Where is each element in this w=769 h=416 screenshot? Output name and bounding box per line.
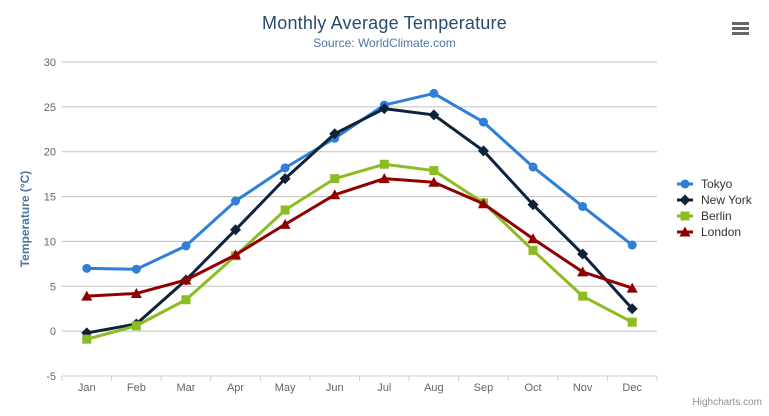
series-marker-berlin <box>627 317 637 327</box>
series-marker-tokyo <box>578 201 588 211</box>
legend-label: Tokyo <box>701 177 733 191</box>
series-marker-tokyo <box>82 263 92 273</box>
chart-subtitle: Source: WorldClimate.com <box>313 36 456 50</box>
series-marker-berlin <box>181 295 191 305</box>
x-axis-label: Apr <box>227 382 244 394</box>
series-marker-tokyo <box>231 196 241 206</box>
x-axis-label: Jun <box>326 382 344 394</box>
series-marker-new-york <box>378 103 390 115</box>
series-marker-london <box>477 198 489 209</box>
legend-item-london[interactable]: London <box>676 224 752 240</box>
x-axis-label: Feb <box>127 382 146 394</box>
x-axis-label: Dec <box>622 382 642 394</box>
series-marker-tokyo <box>627 240 637 250</box>
legend-label: Berlin <box>701 209 732 223</box>
credits-link[interactable]: Highcharts.com <box>692 397 762 408</box>
y-axis-title: Temperature (°C) <box>18 171 32 268</box>
series-marker-new-york <box>577 248 589 260</box>
hamburger-icon <box>732 32 749 35</box>
legend-item-berlin[interactable]: Berlin <box>676 208 752 224</box>
series-marker-new-york <box>279 173 291 185</box>
legend-item-tokyo[interactable]: Tokyo <box>676 176 752 192</box>
x-axis-label: Jan <box>78 382 96 394</box>
y-axis-label: 25 <box>44 102 56 114</box>
hamburger-icon <box>732 27 749 30</box>
series-marker-tokyo <box>181 241 191 251</box>
legend-symbol-diamond-icon <box>677 194 693 206</box>
series-marker-london <box>130 287 142 298</box>
series-marker-berlin <box>528 245 538 255</box>
series-marker-new-york <box>477 145 489 157</box>
y-axis-label: 10 <box>44 236 56 248</box>
x-axis-label: Aug <box>424 382 444 394</box>
legend-label: London <box>701 225 742 239</box>
series-marker-tokyo <box>280 163 290 173</box>
x-axis-label: Sep <box>474 382 494 394</box>
x-axis-label: Jul <box>377 382 391 394</box>
chart-title: Monthly Average Temperature <box>262 13 507 33</box>
series-marker-berlin <box>82 334 92 344</box>
series-marker-new-york <box>329 128 341 140</box>
series-marker-london <box>527 233 539 244</box>
series-marker-tokyo <box>429 88 439 98</box>
series-marker-berlin <box>330 174 340 184</box>
series-marker-tokyo <box>478 117 488 127</box>
series-line-london <box>85 177 634 298</box>
series-marker-berlin <box>429 166 439 176</box>
y-axis-label: 0 <box>50 326 56 338</box>
series-marker-new-york <box>428 109 440 121</box>
y-axis-label: 15 <box>44 192 56 204</box>
series-marker-london <box>81 290 93 301</box>
legend-label: New York <box>701 193 752 207</box>
series-marker-new-york <box>230 224 242 236</box>
y-axis-label: 5 <box>50 281 56 293</box>
y-axis-label: 30 <box>44 57 56 69</box>
legend-item-new-york[interactable]: New York <box>676 192 752 208</box>
series-marker-london <box>428 176 440 187</box>
export-menu-button[interactable] <box>730 20 752 37</box>
series-marker-berlin <box>131 321 141 331</box>
series-marker-berlin <box>280 205 290 215</box>
legend: Tokyo New York Berlin London <box>676 176 752 240</box>
series-marker-new-york <box>527 199 539 211</box>
x-axis-label: Mar <box>176 382 195 394</box>
series-line-berlin <box>85 162 634 341</box>
series-marker-london <box>230 249 242 260</box>
y-axis-label: -5 <box>46 371 56 383</box>
x-axis-label: May <box>275 382 296 394</box>
series-marker-tokyo <box>131 264 141 274</box>
series-marker-london <box>180 274 192 285</box>
legend-symbol-triangle-icon <box>677 226 693 237</box>
legend-symbol-square-icon <box>677 211 693 221</box>
x-axis-label: Oct <box>524 382 541 394</box>
series-marker-london <box>329 189 341 200</box>
series-marker-new-york <box>626 303 638 315</box>
series-marker-berlin <box>578 291 588 301</box>
legend-symbol-circle-icon <box>677 179 693 189</box>
y-axis-label: 20 <box>44 147 56 159</box>
series-marker-london <box>626 282 638 293</box>
hamburger-icon <box>732 22 749 25</box>
series-marker-london <box>577 266 589 277</box>
series-marker-london <box>279 218 291 229</box>
series-marker-tokyo <box>528 162 538 172</box>
series-line-new-york <box>85 107 634 335</box>
series-marker-berlin <box>379 159 389 169</box>
series-marker-london <box>378 173 390 184</box>
x-axis-label: Nov <box>573 382 593 394</box>
